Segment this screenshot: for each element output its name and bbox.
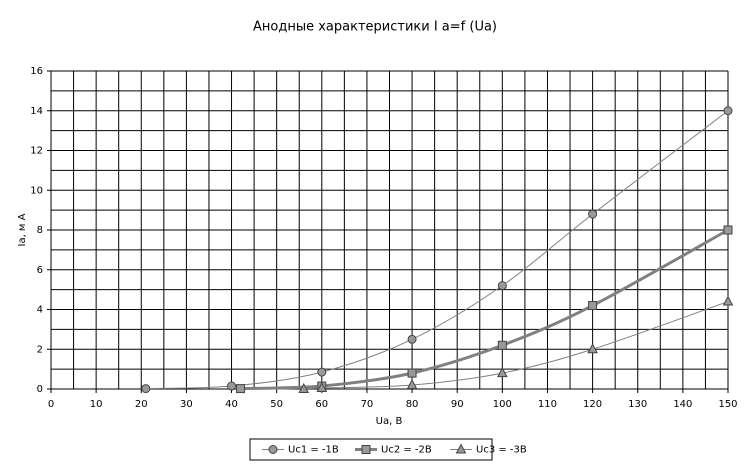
x-tick-label: 40 [225, 399, 238, 410]
x-tick-label: 70 [361, 399, 374, 410]
x-tick-label: 90 [451, 399, 464, 410]
marker [268, 445, 278, 454]
marker [236, 384, 246, 394]
marker [497, 281, 507, 291]
marker [317, 367, 327, 377]
marker [316, 381, 328, 393]
marker [497, 367, 508, 378]
y-axis-label: Ia, м А [17, 213, 28, 246]
chart-title: Анодные характеристики I a=f (Ua) [253, 20, 497, 35]
x-tick-label: 110 [538, 399, 557, 410]
x-tick-label: 100 [493, 399, 512, 410]
x-tick-label: 150 [718, 399, 737, 410]
legend-label: Uc2 = -2В [381, 445, 432, 456]
x-tick-label: 50 [270, 399, 283, 410]
marker [722, 295, 734, 306]
legend-label: Uc1 = -1В [288, 445, 339, 456]
y-tick-label: 4 [37, 305, 43, 316]
x-tick-label: 60 [315, 399, 328, 410]
y-tick-label: 0 [37, 384, 43, 395]
marker [455, 443, 467, 454]
marker [588, 301, 598, 311]
marker [141, 384, 151, 394]
x-tick-label: 20 [135, 399, 148, 410]
x-tick-label: 120 [583, 399, 602, 410]
x-axis-label: Ua, В [376, 416, 403, 427]
y-tick-label: 10 [30, 185, 43, 196]
y-tick-label: 6 [37, 265, 43, 276]
x-tick-label: 10 [90, 399, 103, 410]
marker [588, 209, 598, 219]
marker [723, 106, 733, 116]
marker [497, 340, 507, 350]
x-tick-label: 80 [406, 399, 419, 410]
marker [227, 381, 237, 391]
marker [361, 445, 371, 454]
y-tick-label: 8 [37, 225, 43, 236]
y-tick-label: 2 [37, 344, 43, 355]
x-tick-label: 0 [48, 399, 54, 410]
y-tick-label: 14 [30, 106, 43, 117]
marker [723, 225, 733, 235]
marker [406, 378, 418, 390]
marker [407, 334, 417, 344]
marker [407, 368, 417, 378]
x-tick-label: 30 [180, 399, 193, 410]
marker [587, 343, 598, 354]
y-tick-label: 12 [30, 146, 43, 157]
x-tick-label: 140 [673, 399, 692, 410]
x-tick-label: 130 [628, 399, 647, 410]
legend-label: Uc3 = -3В [476, 445, 527, 456]
marker [298, 382, 310, 393]
y-tick-label: 16 [30, 66, 43, 77]
